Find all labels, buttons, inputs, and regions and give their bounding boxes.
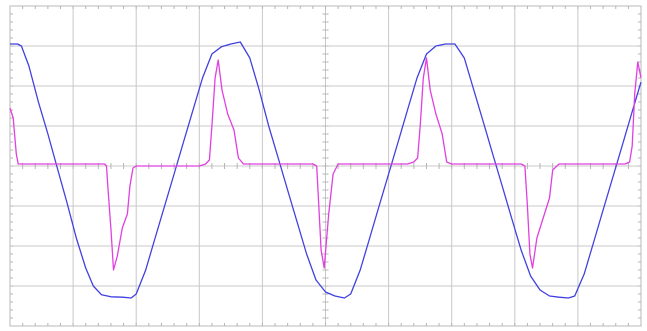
trace-1-line (10, 41, 642, 299)
plot-grid (9, 5, 642, 327)
trace-layer (9, 41, 642, 299)
plot-frame (9, 5, 642, 327)
trace-2-line (9, 57, 642, 271)
